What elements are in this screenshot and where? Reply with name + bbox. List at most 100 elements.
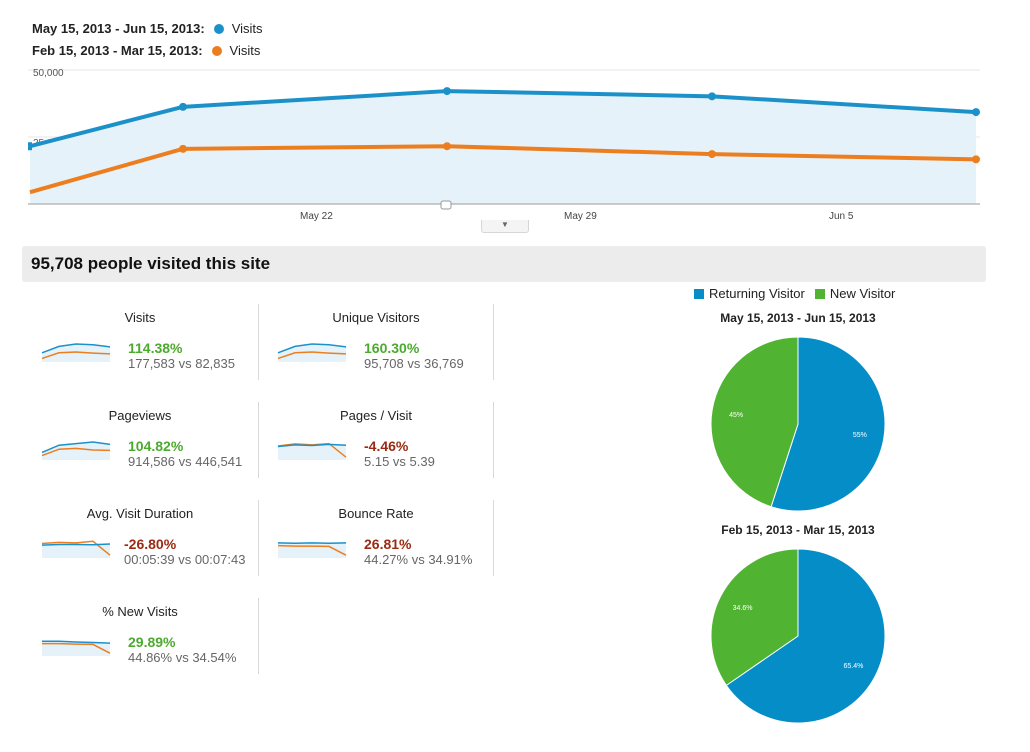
metric-change: 29.89%	[128, 634, 176, 650]
sparkline-previous	[42, 642, 111, 654]
legend-previous-range: Feb 15, 2013 - Mar 15, 2013:	[32, 43, 203, 58]
y-tick-label: 50,000	[33, 68, 64, 79]
sparkline-current	[41, 441, 111, 454]
x-tick-label: Jun 5	[829, 211, 854, 222]
pie-slice-new[interactable]	[710, 336, 799, 508]
x-tick-label: May 29	[564, 211, 597, 222]
metric-comparison: 95,708 vs 36,769	[364, 356, 464, 371]
pie-legend-new-label: New Visitor	[829, 286, 896, 301]
pie-slice-label: 55%	[853, 432, 867, 439]
metric-change: 160.30%	[364, 340, 420, 356]
current-series-point[interactable]	[708, 92, 716, 101]
pie-chart-current[interactable]: 55% 45%	[708, 334, 888, 514]
sparkline-previous	[41, 540, 111, 556]
tile-divider	[493, 402, 494, 478]
pie-chart-previous[interactable]: 65.4% 34.6%	[708, 546, 888, 726]
pie-slice-returning[interactable]	[770, 336, 886, 512]
sparkline-previous	[277, 544, 347, 556]
metric-tile-bounce-rate[interactable]: Bounce Rate 26.81% 44.27% vs 34.91%	[258, 500, 494, 582]
previous-series-point[interactable]	[179, 144, 187, 153]
metric-sparkline	[41, 441, 111, 460]
pie-legend-returning-swatch	[694, 288, 704, 299]
pie-current-title: May 15, 2013 - Jun 15, 2013	[720, 311, 876, 325]
previous-series-point[interactable]	[443, 142, 451, 151]
metric-sparkline	[42, 640, 111, 656]
metric-tile-new-visits[interactable]: % New Visits 29.89% 44.86% vs 34.54%	[22, 598, 258, 680]
metric-comparison: 177,583 vs 82,835	[128, 356, 235, 371]
sparkline-area	[278, 444, 346, 460]
current-series-point[interactable]	[443, 87, 451, 96]
pie-legend-returning-label: Returning Visitor	[709, 286, 805, 301]
legend-previous-metric: Visits	[229, 43, 261, 58]
tile-divider	[493, 304, 494, 380]
previous-series-point[interactable]	[708, 150, 716, 159]
pie-slice-label: 65.4%	[844, 663, 864, 670]
summary-headline: 95,708 people visited this site	[31, 254, 271, 273]
metric-comparison: 44.86% vs 34.54%	[128, 650, 237, 665]
metric-sparkline	[277, 343, 347, 362]
metric-title: Pages / Visit	[339, 408, 413, 423]
current-series-point[interactable]	[179, 102, 187, 111]
metric-tile-pages-visit[interactable]: Pages / Visit -4.46% 5.15 vs 5.39	[258, 402, 494, 484]
metric-change: -4.46%	[364, 438, 409, 454]
chevron-down-icon: ▼	[501, 220, 509, 229]
sparkline-previous	[41, 351, 111, 360]
pie-legend-new-swatch	[814, 288, 825, 299]
legend-current-metric: Visits	[231, 21, 263, 36]
metric-title: % New Visits	[102, 604, 178, 619]
metric-tile-avg-visit-duration[interactable]: Avg. Visit Duration -26.80% 00:05:39 vs 00…	[22, 500, 258, 582]
pie-legend-new[interactable]: New Visitor	[814, 286, 896, 301]
legend-current-period[interactable]: May 15, 2013 - Jun 15, 2013: Visits	[32, 18, 263, 40]
sparkline-current	[277, 443, 347, 448]
metric-title: Bounce Rate	[338, 506, 414, 521]
sparkline-area	[42, 344, 110, 362]
legend-previous-period[interactable]: Feb 15, 2013 - Mar 15, 2013: Visits	[32, 40, 263, 62]
metric-change: -26.80%	[124, 536, 177, 552]
sparkline-current	[41, 343, 111, 354]
metric-change: 26.81%	[364, 536, 412, 552]
legend-current-range: May 15, 2013 - Jun 15, 2013:	[32, 21, 205, 36]
sparkline-area	[42, 442, 110, 460]
pie-slice-new[interactable]	[710, 548, 799, 687]
metric-comparison: 914,586 vs 446,541	[128, 454, 243, 469]
sparkline-previous	[41, 447, 111, 457]
previous-series-point[interactable]	[972, 155, 980, 164]
metric-sparkline	[277, 542, 347, 558]
pie-slice-label: 45%	[729, 412, 743, 419]
tile-divider	[258, 598, 259, 674]
sparkline-current	[42, 640, 111, 644]
chart-legend: May 15, 2013 - Jun 15, 2013: Visits Feb …	[32, 18, 263, 62]
x-tick-label: May 22	[300, 211, 333, 222]
pie-previous-title: Feb 15, 2013 - Mar 15, 2013	[721, 523, 875, 537]
tile-divider	[258, 304, 259, 380]
chart-collapse-toggle[interactable]: ▼	[481, 220, 529, 233]
pie-legend: Returning Visitor New Visitor	[694, 286, 905, 301]
metric-tile-pageviews[interactable]: Pageviews 104.82% 914,586 vs 446,541	[22, 402, 258, 484]
metric-tile-unique-visitors[interactable]: Unique Visitors 160.30% 95,708 vs 36,769	[258, 304, 494, 386]
current-series-point[interactable]	[972, 108, 980, 117]
metric-comparison: 00:05:39 vs 00:07:43	[124, 552, 246, 567]
metric-title: Unique Visitors	[332, 310, 420, 325]
metric-change: 114.38%	[128, 340, 183, 356]
pie-legend-returning[interactable]: Returning Visitor	[694, 286, 805, 301]
metric-title: Avg. Visit Duration	[86, 506, 194, 521]
metric-sparkline	[277, 442, 347, 460]
summary-bar: 95,708 people visited this site	[22, 246, 986, 282]
sparkline-previous	[277, 351, 347, 360]
annotation-marker-icon[interactable]	[440, 200, 452, 210]
pie-slice-label: 34.6%	[733, 605, 753, 612]
metric-title: Pageviews	[108, 408, 172, 423]
pie-slice-returning[interactable]	[725, 548, 886, 724]
sparkline-current	[277, 343, 347, 354]
metric-tile-visits[interactable]: Visits 114.38% 177,583 vs 82,835	[22, 304, 258, 386]
sparkline-current	[41, 543, 111, 546]
legend-previous-dot	[211, 46, 222, 56]
legend-current-dot	[213, 24, 224, 34]
metric-title: Visits	[124, 310, 156, 325]
metric-sparkline	[41, 540, 111, 558]
metric-sparkline	[41, 343, 111, 362]
current-series-start-marker	[28, 142, 32, 151]
metric-change: 104.82%	[128, 438, 184, 454]
sparkline-area	[278, 344, 346, 362]
